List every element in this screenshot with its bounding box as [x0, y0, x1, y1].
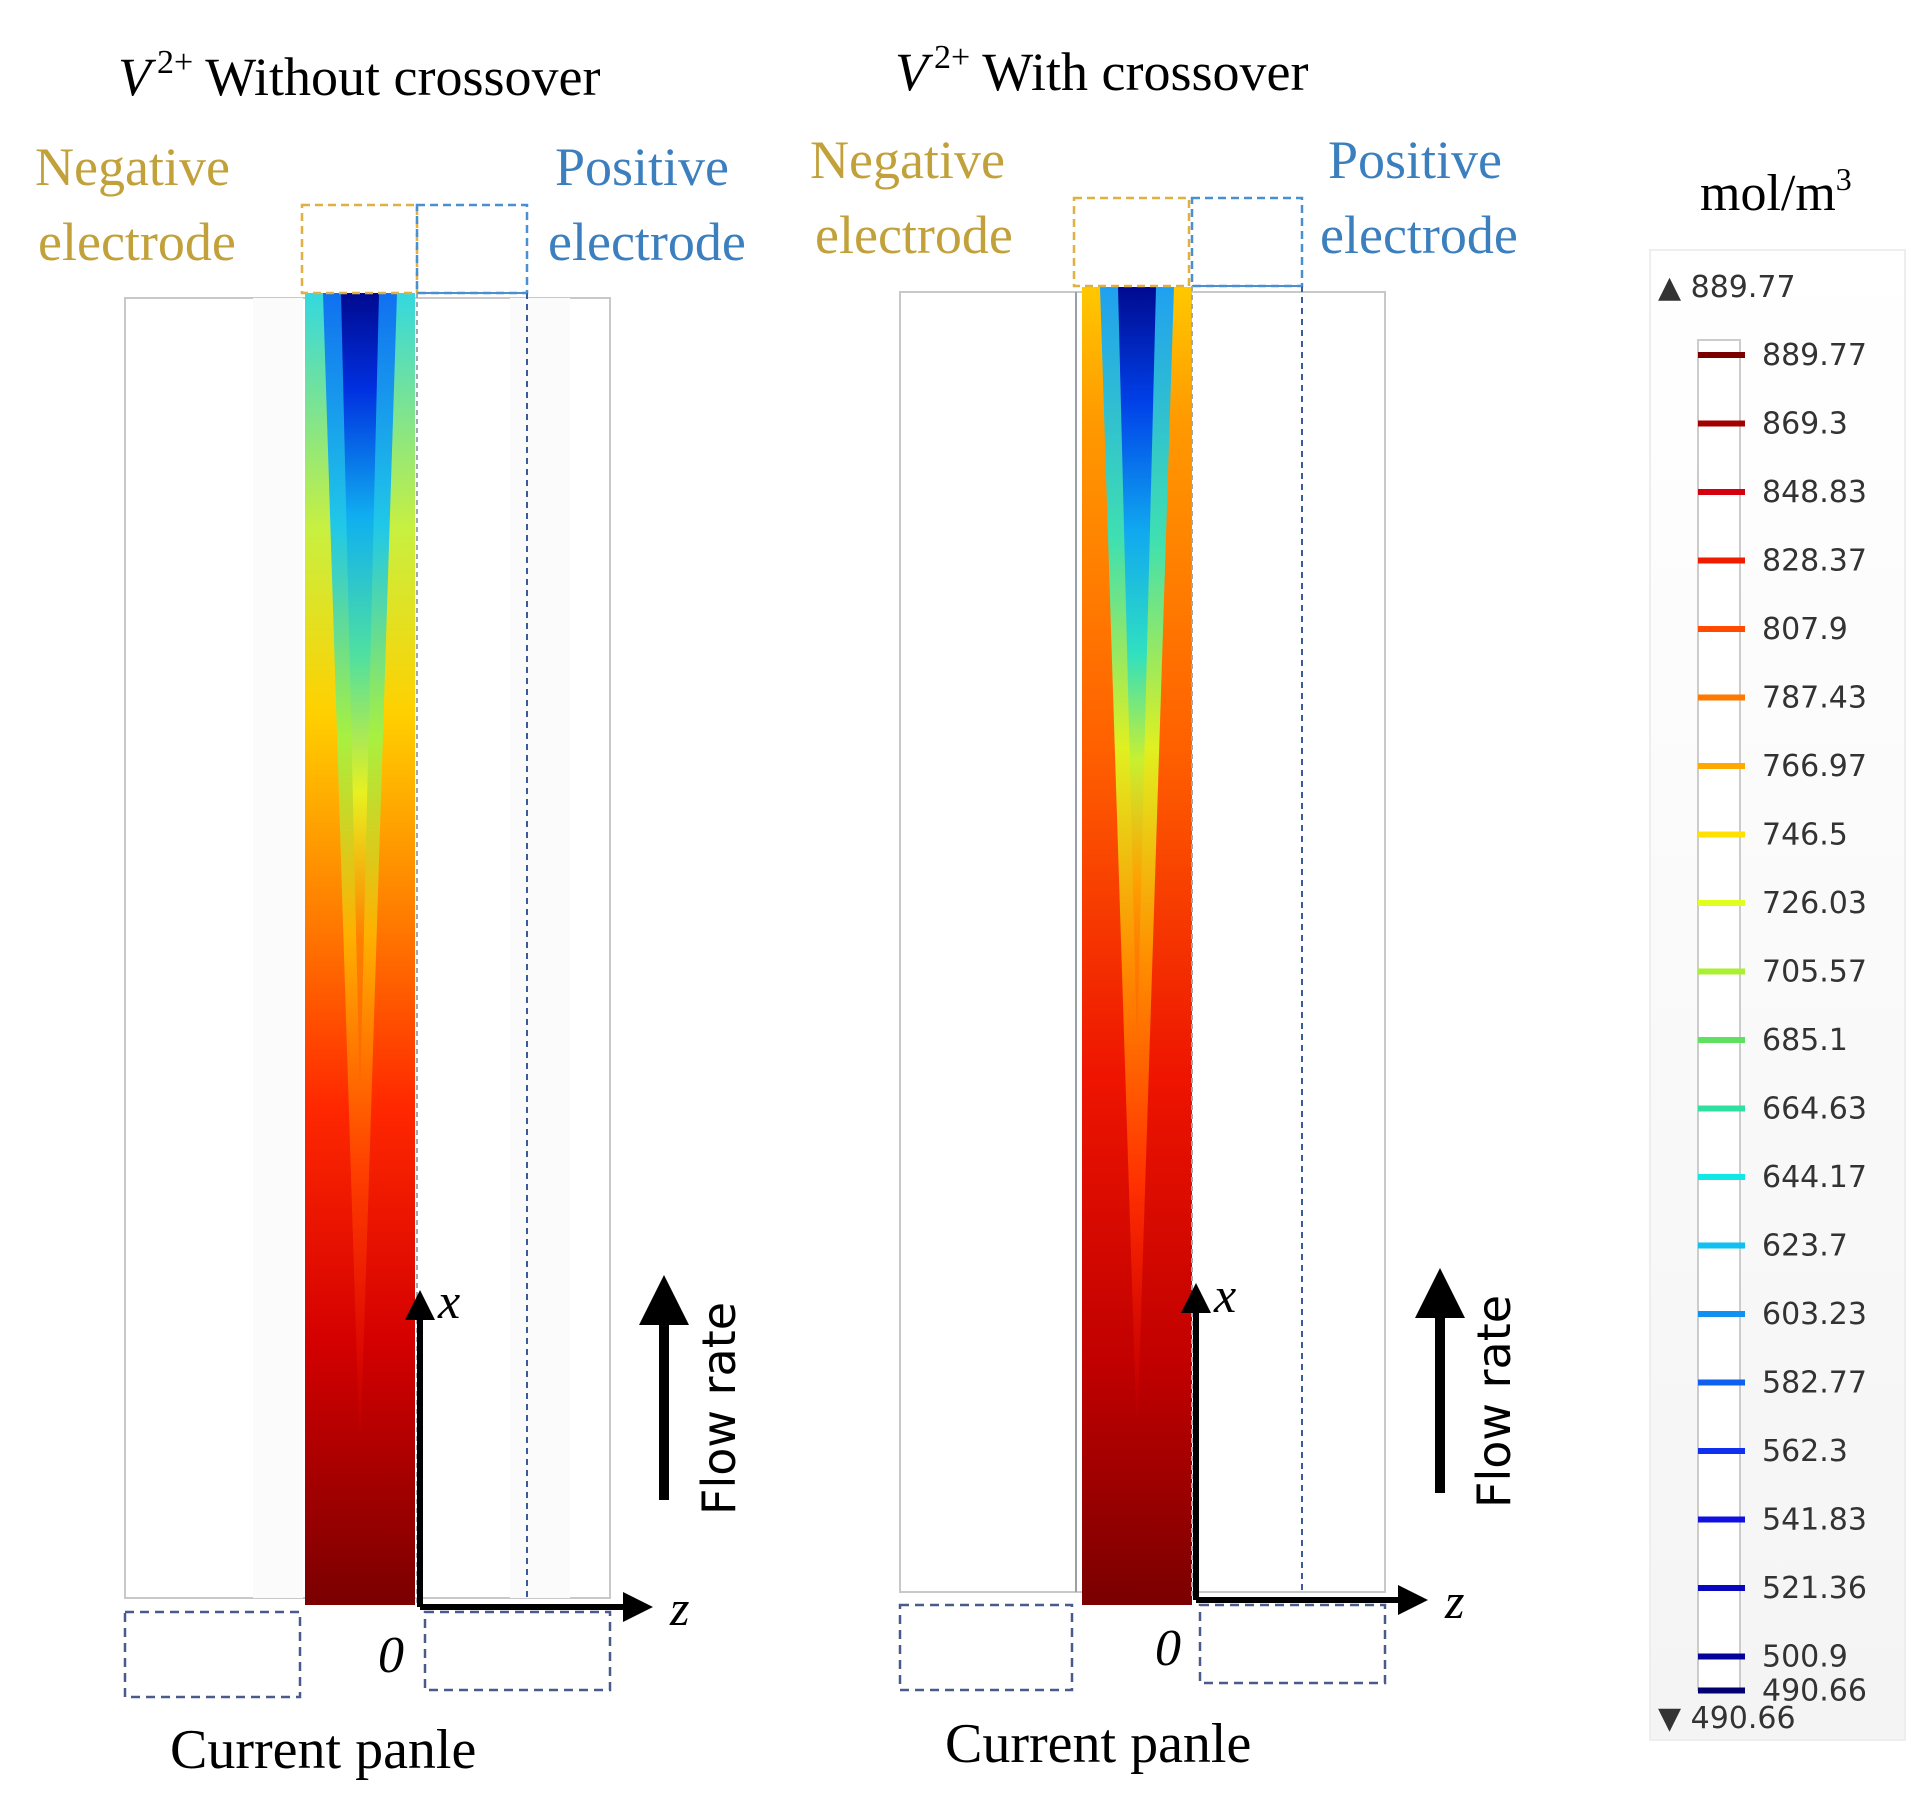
current-panel-box-right — [423, 1610, 612, 1692]
positive-label-line1: Positive — [1328, 130, 1502, 190]
axis-z-label: z — [1444, 1573, 1464, 1629]
concentration-field — [1082, 287, 1192, 1605]
colorbar-tick-label: 644.17 — [1762, 1160, 1867, 1195]
colorbar-tick-label: 490.66 — [1762, 1674, 1867, 1709]
current-panel-box-left — [898, 1603, 1074, 1692]
colorbar-tick-label: 705.57 — [1762, 955, 1867, 990]
current-panel-label: Current panle — [945, 1713, 1251, 1775]
colorbar-tick-label: 541.83 — [1762, 1503, 1867, 1538]
colorbar-tick-label: 664.63 — [1762, 1092, 1867, 1127]
axis-x-label: x — [437, 1273, 460, 1329]
origin-label: 0 — [378, 1627, 404, 1684]
colorbar-tick-label: 848.83 — [1762, 475, 1867, 510]
positive-label-line1: Positive — [555, 137, 729, 197]
positive-electrode-box — [415, 203, 529, 295]
panel-title: V 2+ Without crossover — [118, 44, 600, 107]
positive-electrode-label: Positive electrode — [548, 137, 746, 272]
flow-rate-label: Flow rate — [692, 1302, 746, 1515]
colorbar-tick-label: 807.9 — [1762, 612, 1848, 647]
panel-without-crossover: V 2+ Without crossover Negative electrode … — [35, 44, 746, 1781]
colorbar-ticks: 889.77 869.3 848.83 828.37 807.9 787.43 766.97… — [1698, 338, 1867, 1709]
colorbar-track — [1697, 339, 1741, 1691]
concentration-field — [305, 293, 415, 1605]
negative-label-line1: Negative — [35, 137, 230, 197]
positive-label-line2: electrode — [548, 212, 746, 272]
axis-z-label: z — [669, 1580, 689, 1636]
colorbar-tick-label: 828.37 — [1762, 544, 1867, 579]
negative-electrode-box — [1072, 196, 1191, 288]
colorbar-tick-label: 500.9 — [1762, 1640, 1848, 1675]
current-panel-box-right — [1198, 1603, 1387, 1685]
negative-label-line2: electrode — [38, 212, 236, 272]
title-species: V — [118, 47, 157, 107]
title-charge: 2+ — [157, 44, 193, 81]
colorbar-tick-label: 726.03 — [1762, 886, 1867, 921]
unit-exponent: 3 — [1836, 161, 1852, 197]
current-panel-label: Current panle — [170, 1719, 476, 1781]
positive-label-line2: electrode — [1320, 205, 1518, 265]
axis-x-label: x — [1213, 1267, 1236, 1323]
negative-label-line1: Negative — [810, 130, 1005, 190]
colorbar-tick-label: 562.3 — [1762, 1434, 1848, 1469]
colorbar-unit: mol/m3 — [1700, 161, 1852, 222]
title-text: With crossover — [982, 42, 1308, 102]
colorbar-tick-label: 623.7 — [1762, 1229, 1848, 1264]
faint-boundary-left — [253, 298, 303, 1598]
colorbar: mol/m3 ▲ 889.77 889.77869.3848.83828.378… — [1649, 161, 1906, 1741]
negative-electrode-box — [300, 203, 419, 295]
negative-electrode-label: Negative electrode — [35, 137, 243, 272]
positive-electrode-box — [1190, 196, 1304, 288]
flow-rate-label: Flow rate — [1467, 1295, 1521, 1508]
panel-with-crossover: V 2+ With crossover Negative electrode Pos… — [810, 39, 1521, 1775]
colorbar-panel — [1649, 249, 1906, 1741]
colorbar-tick-label: 766.97 — [1762, 749, 1867, 784]
origin-label: 0 — [1155, 1620, 1181, 1677]
colorbar-min-marker: ▼ 490.66 — [1658, 1701, 1796, 1736]
current-panel-box-left — [123, 1610, 302, 1699]
colorbar-tick-label: 746.5 — [1762, 818, 1848, 853]
negative-electrode-label: Negative electrode — [810, 130, 1018, 265]
colorbar-max-marker: ▲ 889.77 — [1658, 270, 1796, 305]
faint-boundary-right — [510, 298, 570, 1598]
title-charge: 2+ — [934, 39, 970, 76]
colorbar-tick-label: 889.77 — [1762, 338, 1867, 373]
colorbar-tick-label: 869.3 — [1762, 407, 1848, 442]
colorbar-tick-label: 521.36 — [1762, 1571, 1867, 1606]
unit-text: mol/m — [1700, 165, 1836, 222]
negative-label-line2: electrode — [815, 205, 1013, 265]
colorbar-tick-label: 582.77 — [1762, 1366, 1867, 1401]
positive-electrode-label: Positive electrode — [1320, 130, 1518, 265]
title-text: Without crossover — [205, 47, 600, 107]
colorbar-tick-label: 685.1 — [1762, 1023, 1848, 1058]
panel-title: V 2+ With crossover — [895, 39, 1308, 102]
colorbar-tick-label: 787.43 — [1762, 681, 1867, 716]
title-species: V — [895, 42, 934, 102]
colorbar-tick-label: 603.23 — [1762, 1297, 1867, 1332]
